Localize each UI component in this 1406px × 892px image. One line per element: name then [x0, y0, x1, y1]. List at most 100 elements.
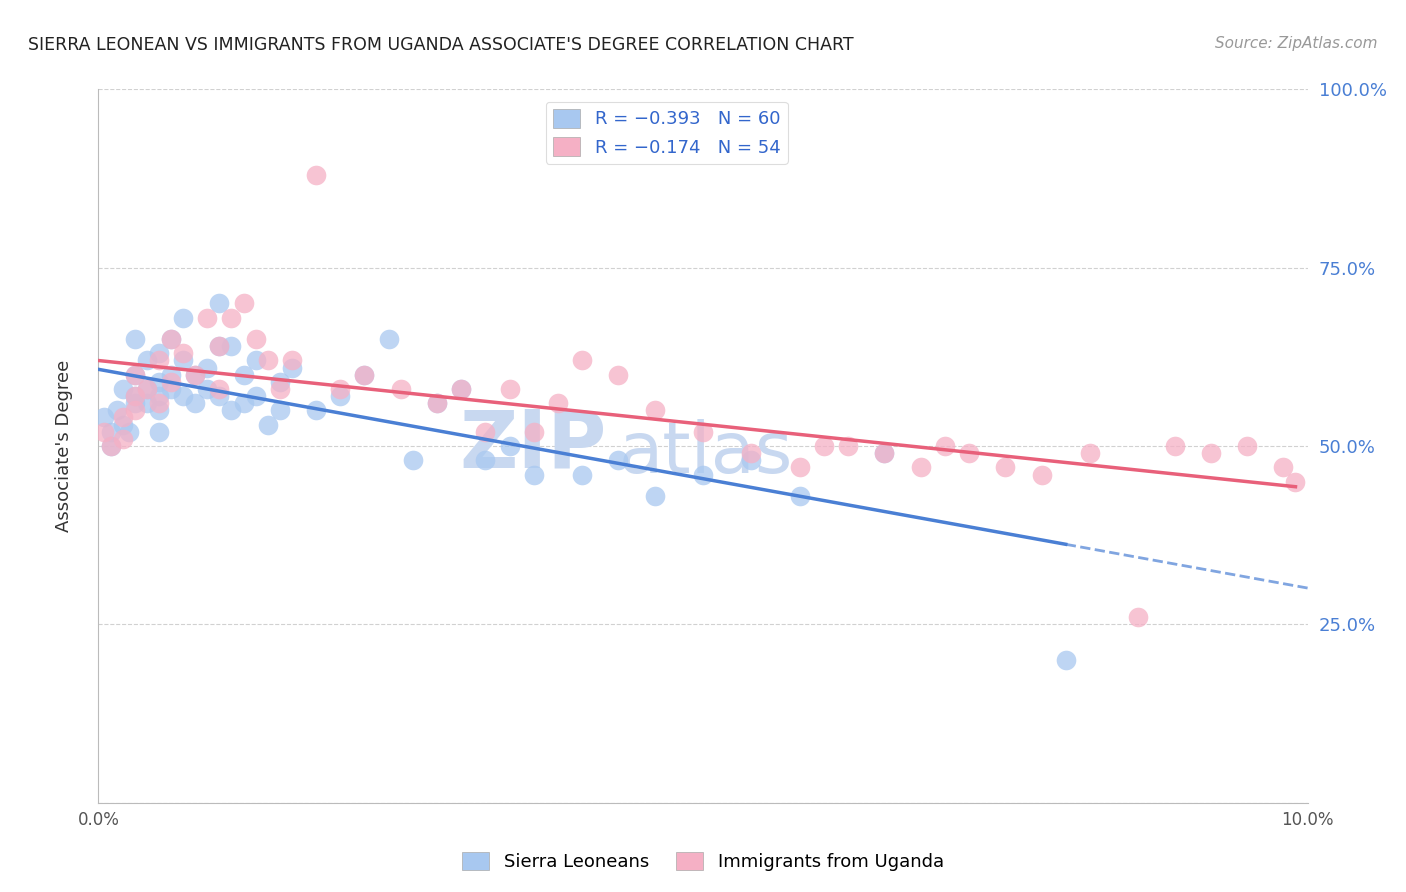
Point — [269, 403, 291, 417]
Point — [160, 332, 183, 346]
Point — [426, 396, 449, 410]
Point — [389, 382, 412, 396]
Point — [184, 368, 207, 382]
Point — [873, 446, 896, 460]
Point — [160, 375, 183, 389]
Point — [160, 332, 183, 346]
Point — [221, 310, 243, 325]
Point — [523, 467, 546, 482]
Point — [135, 396, 157, 410]
Point — [269, 382, 291, 396]
Point — [450, 382, 472, 396]
Point — [184, 368, 207, 382]
Point — [208, 339, 231, 353]
Point — [994, 460, 1017, 475]
Point — [692, 425, 714, 439]
Point — [789, 489, 811, 503]
Text: ZIP: ZIP — [458, 407, 606, 485]
Point — [607, 368, 630, 382]
Point — [281, 360, 304, 375]
Point — [195, 382, 218, 396]
Point — [93, 425, 115, 439]
Point — [1236, 439, 1258, 453]
Point — [740, 453, 762, 467]
Point — [172, 389, 194, 403]
Point — [1031, 467, 1053, 482]
Point — [111, 417, 134, 432]
Point — [208, 382, 231, 396]
Point — [124, 368, 146, 382]
Point — [195, 310, 218, 325]
Y-axis label: Associate's Degree: Associate's Degree — [55, 359, 73, 533]
Point — [148, 375, 170, 389]
Point — [93, 410, 115, 425]
Point — [148, 425, 170, 439]
Point — [160, 368, 183, 382]
Point — [269, 375, 291, 389]
Point — [100, 439, 122, 453]
Point — [105, 403, 128, 417]
Point — [232, 296, 254, 310]
Point — [111, 382, 134, 396]
Point — [934, 439, 956, 453]
Text: SIERRA LEONEAN VS IMMIGRANTS FROM UGANDA ASSOCIATE'S DEGREE CORRELATION CHART: SIERRA LEONEAN VS IMMIGRANTS FROM UGANDA… — [28, 36, 853, 54]
Point — [221, 339, 243, 353]
Point — [789, 460, 811, 475]
Point — [1284, 475, 1306, 489]
Point — [957, 446, 980, 460]
Point — [353, 368, 375, 382]
Point — [607, 453, 630, 467]
Point — [232, 368, 254, 382]
Point — [148, 353, 170, 368]
Point — [124, 389, 146, 403]
Point — [245, 353, 267, 368]
Point — [148, 389, 170, 403]
Text: atlas: atlas — [619, 418, 793, 488]
Point — [124, 396, 146, 410]
Point — [305, 403, 328, 417]
Point — [172, 346, 194, 360]
Point — [208, 339, 231, 353]
Point — [245, 332, 267, 346]
Point — [232, 396, 254, 410]
Legend: R = −0.393   N = 60, R = −0.174   N = 54: R = −0.393 N = 60, R = −0.174 N = 54 — [546, 102, 787, 164]
Point — [111, 432, 134, 446]
Point — [148, 346, 170, 360]
Point — [184, 396, 207, 410]
Point — [172, 353, 194, 368]
Point — [256, 353, 278, 368]
Point — [740, 446, 762, 460]
Point — [1199, 446, 1222, 460]
Point — [873, 446, 896, 460]
Point — [1272, 460, 1295, 475]
Point — [498, 439, 520, 453]
Point — [135, 382, 157, 396]
Point — [100, 439, 122, 453]
Point — [813, 439, 835, 453]
Point — [498, 382, 520, 396]
Point — [523, 425, 546, 439]
Point — [124, 389, 146, 403]
Point — [426, 396, 449, 410]
Point — [644, 489, 666, 503]
Point — [208, 296, 231, 310]
Point — [256, 417, 278, 432]
Point — [195, 360, 218, 375]
Point — [450, 382, 472, 396]
Text: Source: ZipAtlas.com: Source: ZipAtlas.com — [1215, 36, 1378, 51]
Point — [329, 389, 352, 403]
Point — [1128, 610, 1150, 624]
Point — [329, 382, 352, 396]
Point — [474, 425, 496, 439]
Point — [281, 353, 304, 368]
Point — [692, 467, 714, 482]
Point — [124, 332, 146, 346]
Point — [571, 353, 593, 368]
Legend: Sierra Leoneans, Immigrants from Uganda: Sierra Leoneans, Immigrants from Uganda — [456, 845, 950, 879]
Point — [353, 368, 375, 382]
Point — [571, 467, 593, 482]
Point — [100, 425, 122, 439]
Point — [221, 403, 243, 417]
Point — [118, 425, 141, 439]
Point — [402, 453, 425, 467]
